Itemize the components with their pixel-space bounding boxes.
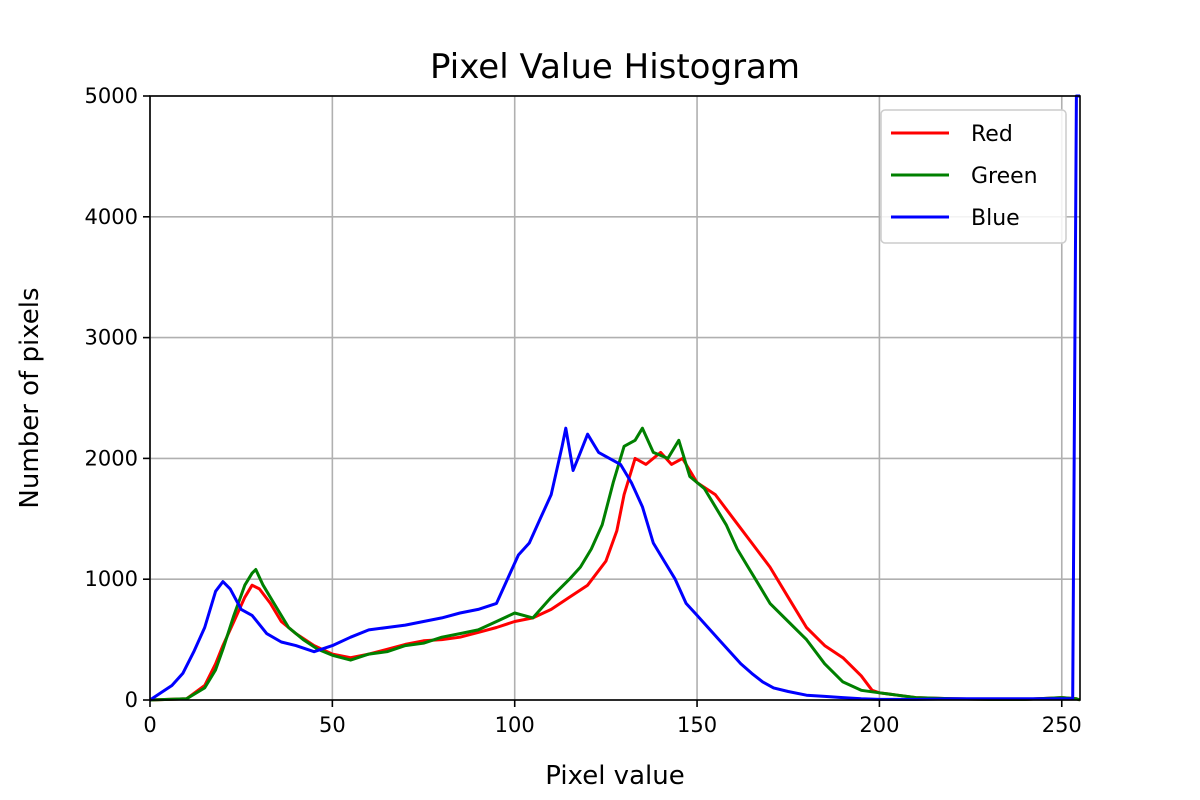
y-tick-label: 2000 xyxy=(85,446,138,470)
x-tick-label: 250 xyxy=(1042,713,1082,737)
y-tick-label: 0 xyxy=(125,688,138,712)
legend-label-red: Red xyxy=(971,122,1013,147)
legend-label-blue: Blue xyxy=(971,206,1020,231)
x-tick-label: 200 xyxy=(859,713,899,737)
y-tick-label: 1000 xyxy=(85,567,138,591)
x-tick-label: 100 xyxy=(495,713,535,737)
axis-ticks: 0 50 100 150 200 250 0 1000 2000 3000 4000 5000 xyxy=(85,84,1082,737)
x-tick-label: 0 xyxy=(143,713,156,737)
x-tick-label: 50 xyxy=(319,713,346,737)
chart-title: Pixel Value Histogram xyxy=(430,47,800,87)
y-tick-label: 4000 xyxy=(85,205,138,229)
series-line-red xyxy=(149,450,1081,702)
x-tick-label: 150 xyxy=(677,713,717,737)
legend: Red Green Blue xyxy=(880,109,1067,244)
x-axis-title: Pixel value xyxy=(545,761,684,791)
y-axis-title: Number of pixels xyxy=(15,287,45,508)
series-line-blue xyxy=(149,94,1080,702)
series-line-green xyxy=(149,426,1081,702)
legend-box xyxy=(880,109,1067,244)
series-lines xyxy=(149,94,1081,702)
plot-area-frame xyxy=(149,95,1081,701)
y-tick-label: 5000 xyxy=(85,84,138,108)
y-tick-label: 3000 xyxy=(85,326,138,350)
legend-label-green: Green xyxy=(971,164,1038,189)
